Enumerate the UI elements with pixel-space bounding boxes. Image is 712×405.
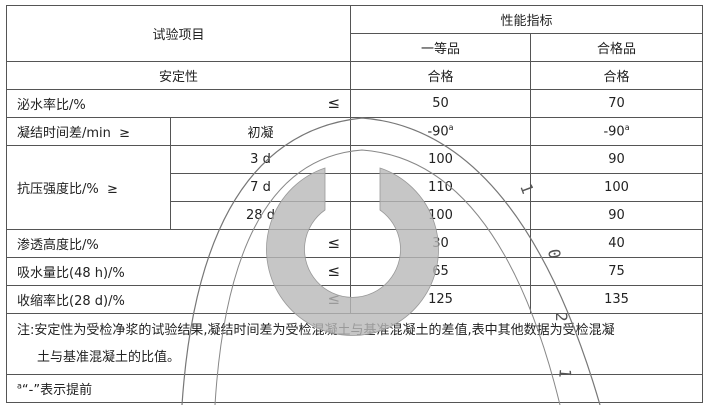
value-grade2: 40 [530,229,704,258]
value-grade2: 75 [530,257,704,286]
row-label: 安定性 [5,61,352,90]
value-grade1: 125 [350,285,532,314]
row-label-cell: 吸水量比(48 h)/% ≤ [5,257,352,286]
table-row: 凝结时间差/min ≥ 初凝 -90a -90a [6,117,704,146]
header-performance: 性能指标 [350,5,704,34]
header-grade1: 一等品 [350,33,532,62]
row-label: 抗压强度比/% [17,182,99,197]
operator: ≤ [327,290,341,308]
table-row: 抗压强度比/% ≥ 3 d 100 90 [6,145,704,230]
value: -90 [427,124,449,140]
operator: ≤ [327,262,341,280]
note-line-1: 注:安定性为受检净浆的试验结果,凝结时间差为受检混凝土与基准混凝土的差值,表中其… [17,323,615,338]
row-label: 泌水率比/% [17,98,86,113]
sub-label: 28 d [169,201,352,230]
table-row: 安定性 合格 合格 [5,61,704,90]
sub-label: 3 d [169,145,352,174]
value-grade2: -90a [530,117,704,146]
footnote-mark: a [624,123,630,133]
value-grade2: 135 [530,285,704,314]
value-grade1: 110 [350,173,532,202]
value-grade1: 合格 [350,61,532,90]
footnote-mark: a [17,381,22,391]
header-grade2: 合格品 [530,33,704,62]
note-line-2: 土与基准混凝土的比值。 [37,350,181,365]
value-grade1: 50 [350,89,532,118]
footnote-text: “-”表示提前 [21,383,93,398]
value-grade1: 30 [350,229,532,258]
performance-table: 试验项目 性能指标 一等品 合格品 安定性 合格 合格 泌水率比/% ≤ 50 7… [5,5,704,403]
value-grade2: 90 [530,145,704,174]
operator: ≤ [327,94,341,112]
value-grade2: 70 [530,89,704,118]
value-grade1: 100 [350,145,532,174]
value-grade1: 100 [350,201,532,230]
table-row: 泌水率比/% ≤ 50 70 [5,89,704,118]
operator: ≥ [119,126,131,141]
row-label: 收缩率比(28 d)/% [17,294,125,309]
sub-label: 初凝 [169,117,352,146]
row-label-cell: 凝结时间差/min ≥ [6,117,171,146]
value-grade2: 合格 [530,61,704,90]
value: -90 [603,124,625,140]
row-label-cell: 泌水率比/% ≤ [5,89,352,118]
table-row: 吸水量比(48 h)/% ≤ 65 75 [5,257,704,286]
operator: ≥ [107,182,118,197]
value-grade2: 100 [530,173,704,202]
table-row: 渗透高度比/% ≤ 30 40 [5,229,704,258]
table-note: 注:安定性为受检净浆的试验结果,凝结时间差为受检混凝土与基准混凝土的差值,表中其… [5,313,704,375]
row-label-cell: 抗压强度比/% ≥ [6,145,171,230]
header-test-item: 试验项目 [5,5,352,62]
row-label: 吸水量比(48 h)/% [17,266,125,281]
row-label-cell: 渗透高度比/% ≤ [5,229,352,258]
footnote-mark: a [448,123,454,133]
row-label-cell: 收缩率比(28 d)/% ≤ [5,285,352,314]
sub-label: 7 d [169,173,352,202]
row-label: 凝结时间差/min [17,126,111,141]
value-grade1: -90a [350,117,532,146]
row-label: 渗透高度比/% [17,238,99,253]
table-row: 收缩率比(28 d)/% ≤ 125 135 [5,285,704,314]
value-grade2: 90 [530,201,704,230]
operator: ≤ [327,234,341,252]
table-footnote: a“-”表示提前 [5,374,704,403]
value-grade1: 65 [350,257,532,286]
